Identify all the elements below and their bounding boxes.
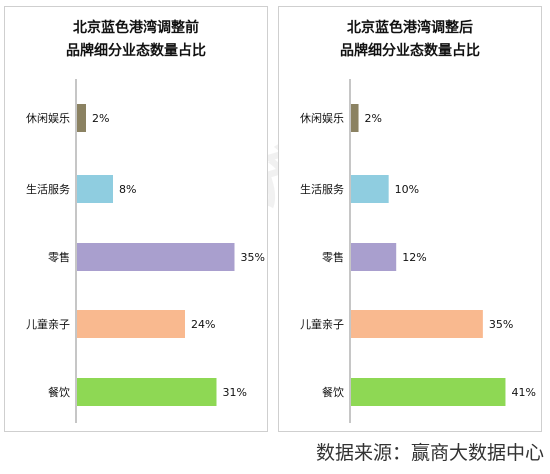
bar [77, 378, 217, 406]
chart-title-line2: 品牌细分业态数量占比 [66, 43, 206, 59]
data-label: 24% [191, 318, 215, 331]
chart-title-line1: 北京蓝色港湾调整前 [73, 20, 199, 36]
bar [77, 243, 235, 271]
chart-panel-before: 北京蓝色港湾调整前 品牌细分业态数量占比 休闲娱乐 2% 生活服务 8% 零售 35% 儿童… [4, 6, 268, 432]
data-label: 12% [402, 251, 426, 264]
category-label: 生活服务 [300, 182, 344, 196]
bar [351, 104, 359, 132]
category-label: 休闲娱乐 [26, 111, 70, 125]
data-label: 10% [395, 183, 419, 196]
category-label: 零售 [48, 250, 70, 264]
category-label: 餐饮 [48, 385, 70, 399]
bar [77, 104, 86, 132]
data-label: 8% [119, 183, 136, 196]
bar [351, 243, 397, 271]
bar [77, 310, 185, 338]
data-label: 35% [241, 251, 265, 264]
bar [351, 378, 506, 406]
data-source-note: 数据来源：赢商大数据中心 [315, 442, 544, 464]
data-label: 2% [92, 112, 109, 125]
bar [351, 310, 483, 338]
chart-panel-after: 北京蓝色港湾调整后 品牌细分业态数量占比 休闲娱乐 2% 生活服务 10% 零售 12% 儿… [278, 6, 542, 432]
chart-title-line2: 品牌细分业态数量占比 [340, 43, 480, 59]
bar [351, 175, 389, 203]
category-label: 休闲娱乐 [300, 111, 344, 125]
data-label: 35% [489, 318, 513, 331]
bar-chart-after: 休闲娱乐 2% 生活服务 10% 零售 12% 儿童亲子 35% 餐饮 41% [300, 79, 536, 423]
bar-chart-before: 休闲娱乐 2% 生活服务 8% 零售 35% 儿童亲子 24% 餐饮 31% [26, 79, 265, 423]
category-label: 生活服务 [26, 182, 70, 196]
data-label: 41% [511, 386, 535, 399]
category-label: 儿童亲子 [26, 317, 70, 331]
data-label: 2% [365, 112, 382, 125]
category-label: 餐饮 [322, 385, 344, 399]
bar [77, 175, 113, 203]
category-label: 零售 [322, 250, 344, 264]
data-label: 31% [223, 386, 247, 399]
category-label: 儿童亲子 [300, 317, 344, 331]
chart-title-line1: 北京蓝色港湾调整后 [347, 20, 473, 36]
